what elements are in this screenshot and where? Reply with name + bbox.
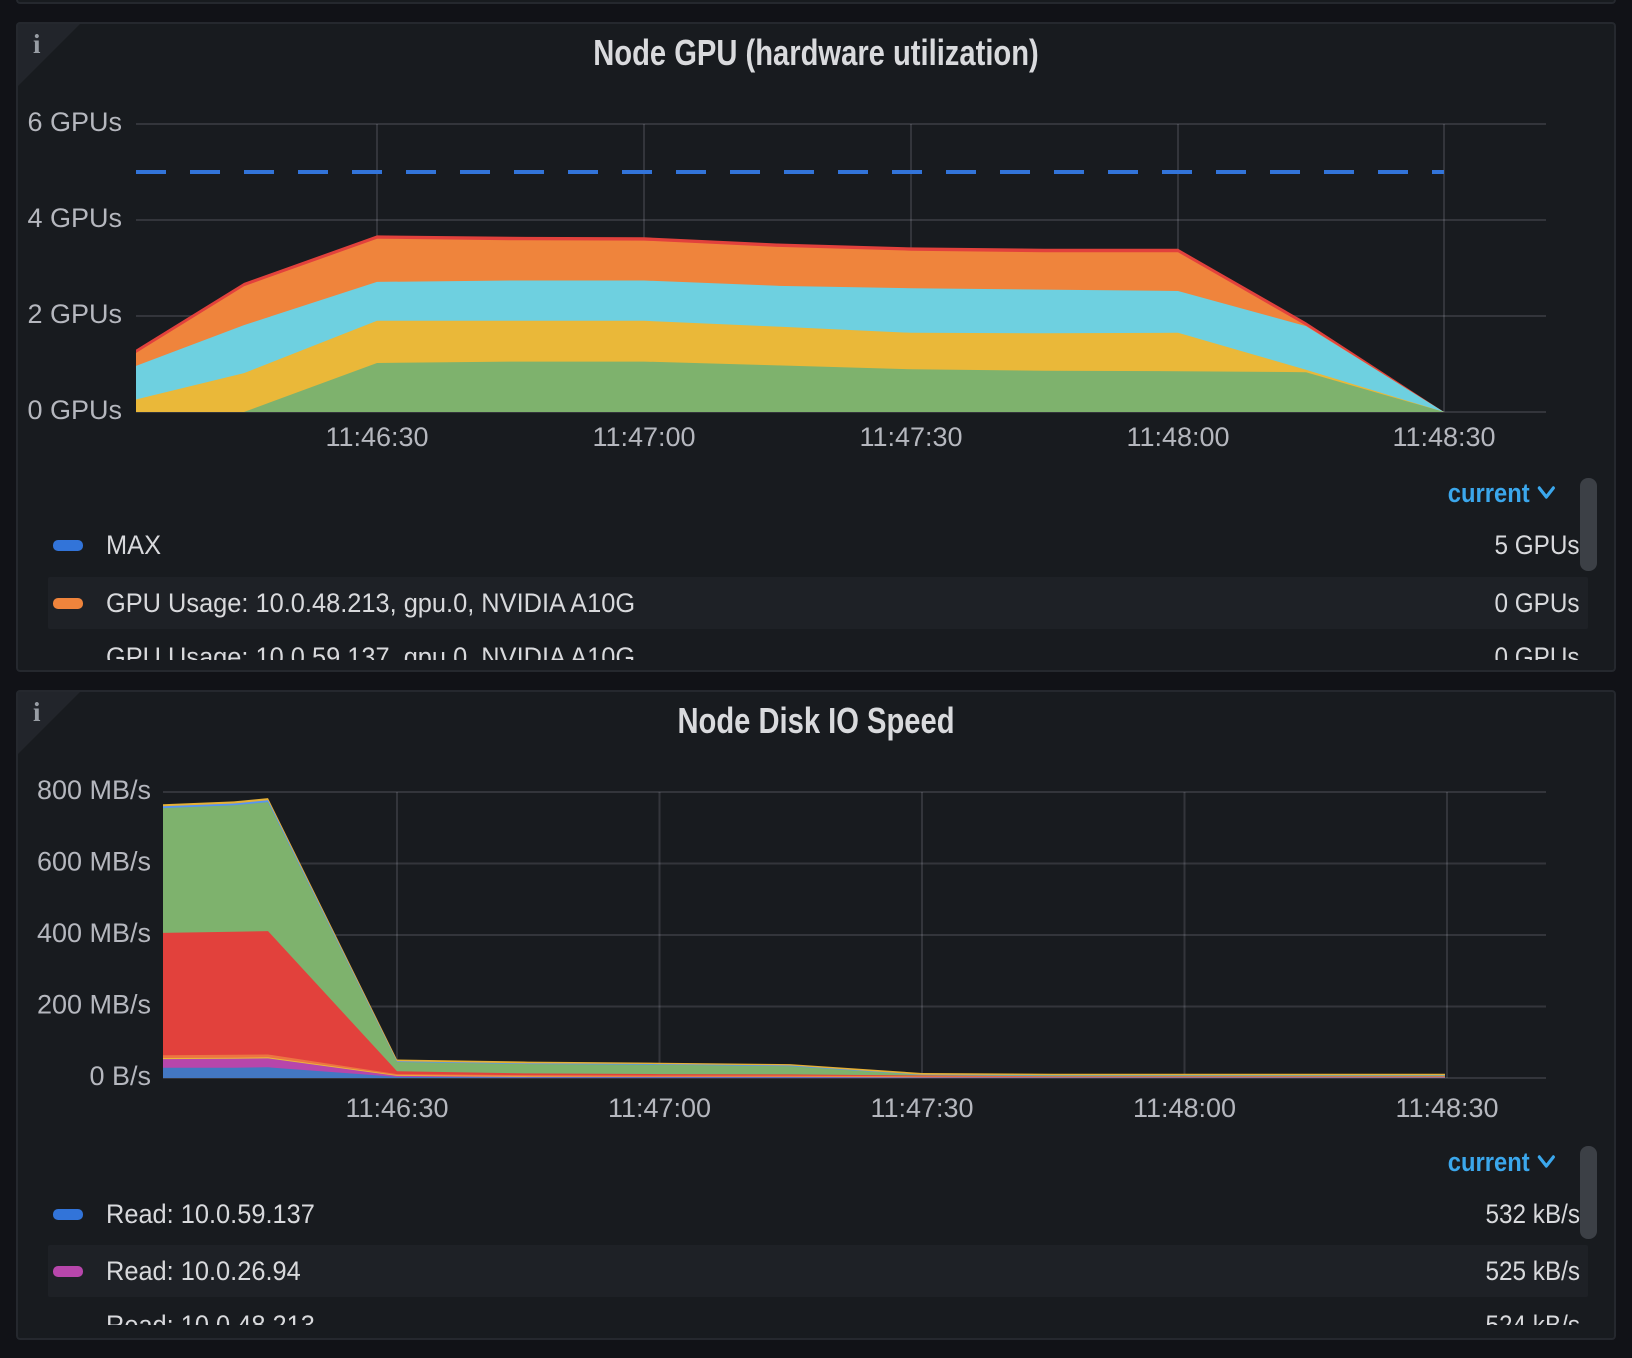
svg-text:11:47:30: 11:47:30 (859, 422, 962, 452)
svg-text:0 B/s: 0 B/s (89, 1061, 151, 1091)
svg-text:11:47:30: 11:47:30 (870, 1093, 973, 1123)
svg-text:2 GPUs: 2 GPUs (27, 299, 122, 329)
svg-text:400 MB/s: 400 MB/s (37, 918, 151, 948)
svg-text:11:46:30: 11:46:30 (345, 1093, 448, 1123)
svg-text:11:47:00: 11:47:00 (592, 422, 695, 452)
svg-text:11:48:00: 11:48:00 (1126, 422, 1229, 452)
svg-text:11:46:30: 11:46:30 (325, 422, 428, 452)
svg-text:11:48:00: 11:48:00 (1133, 1093, 1236, 1123)
svg-text:600 MB/s: 600 MB/s (37, 847, 151, 877)
svg-text:6 GPUs: 6 GPUs (27, 107, 122, 137)
svg-text:11:48:30: 11:48:30 (1395, 1093, 1498, 1123)
svg-text:11:48:30: 11:48:30 (1392, 422, 1495, 452)
svg-text:800 MB/s: 800 MB/s (37, 775, 151, 805)
svg-text:11:47:00: 11:47:00 (608, 1093, 711, 1123)
svg-text:4 GPUs: 4 GPUs (27, 203, 122, 233)
svg-text:200 MB/s: 200 MB/s (37, 990, 151, 1020)
svg-text:0 GPUs: 0 GPUs (27, 395, 122, 425)
